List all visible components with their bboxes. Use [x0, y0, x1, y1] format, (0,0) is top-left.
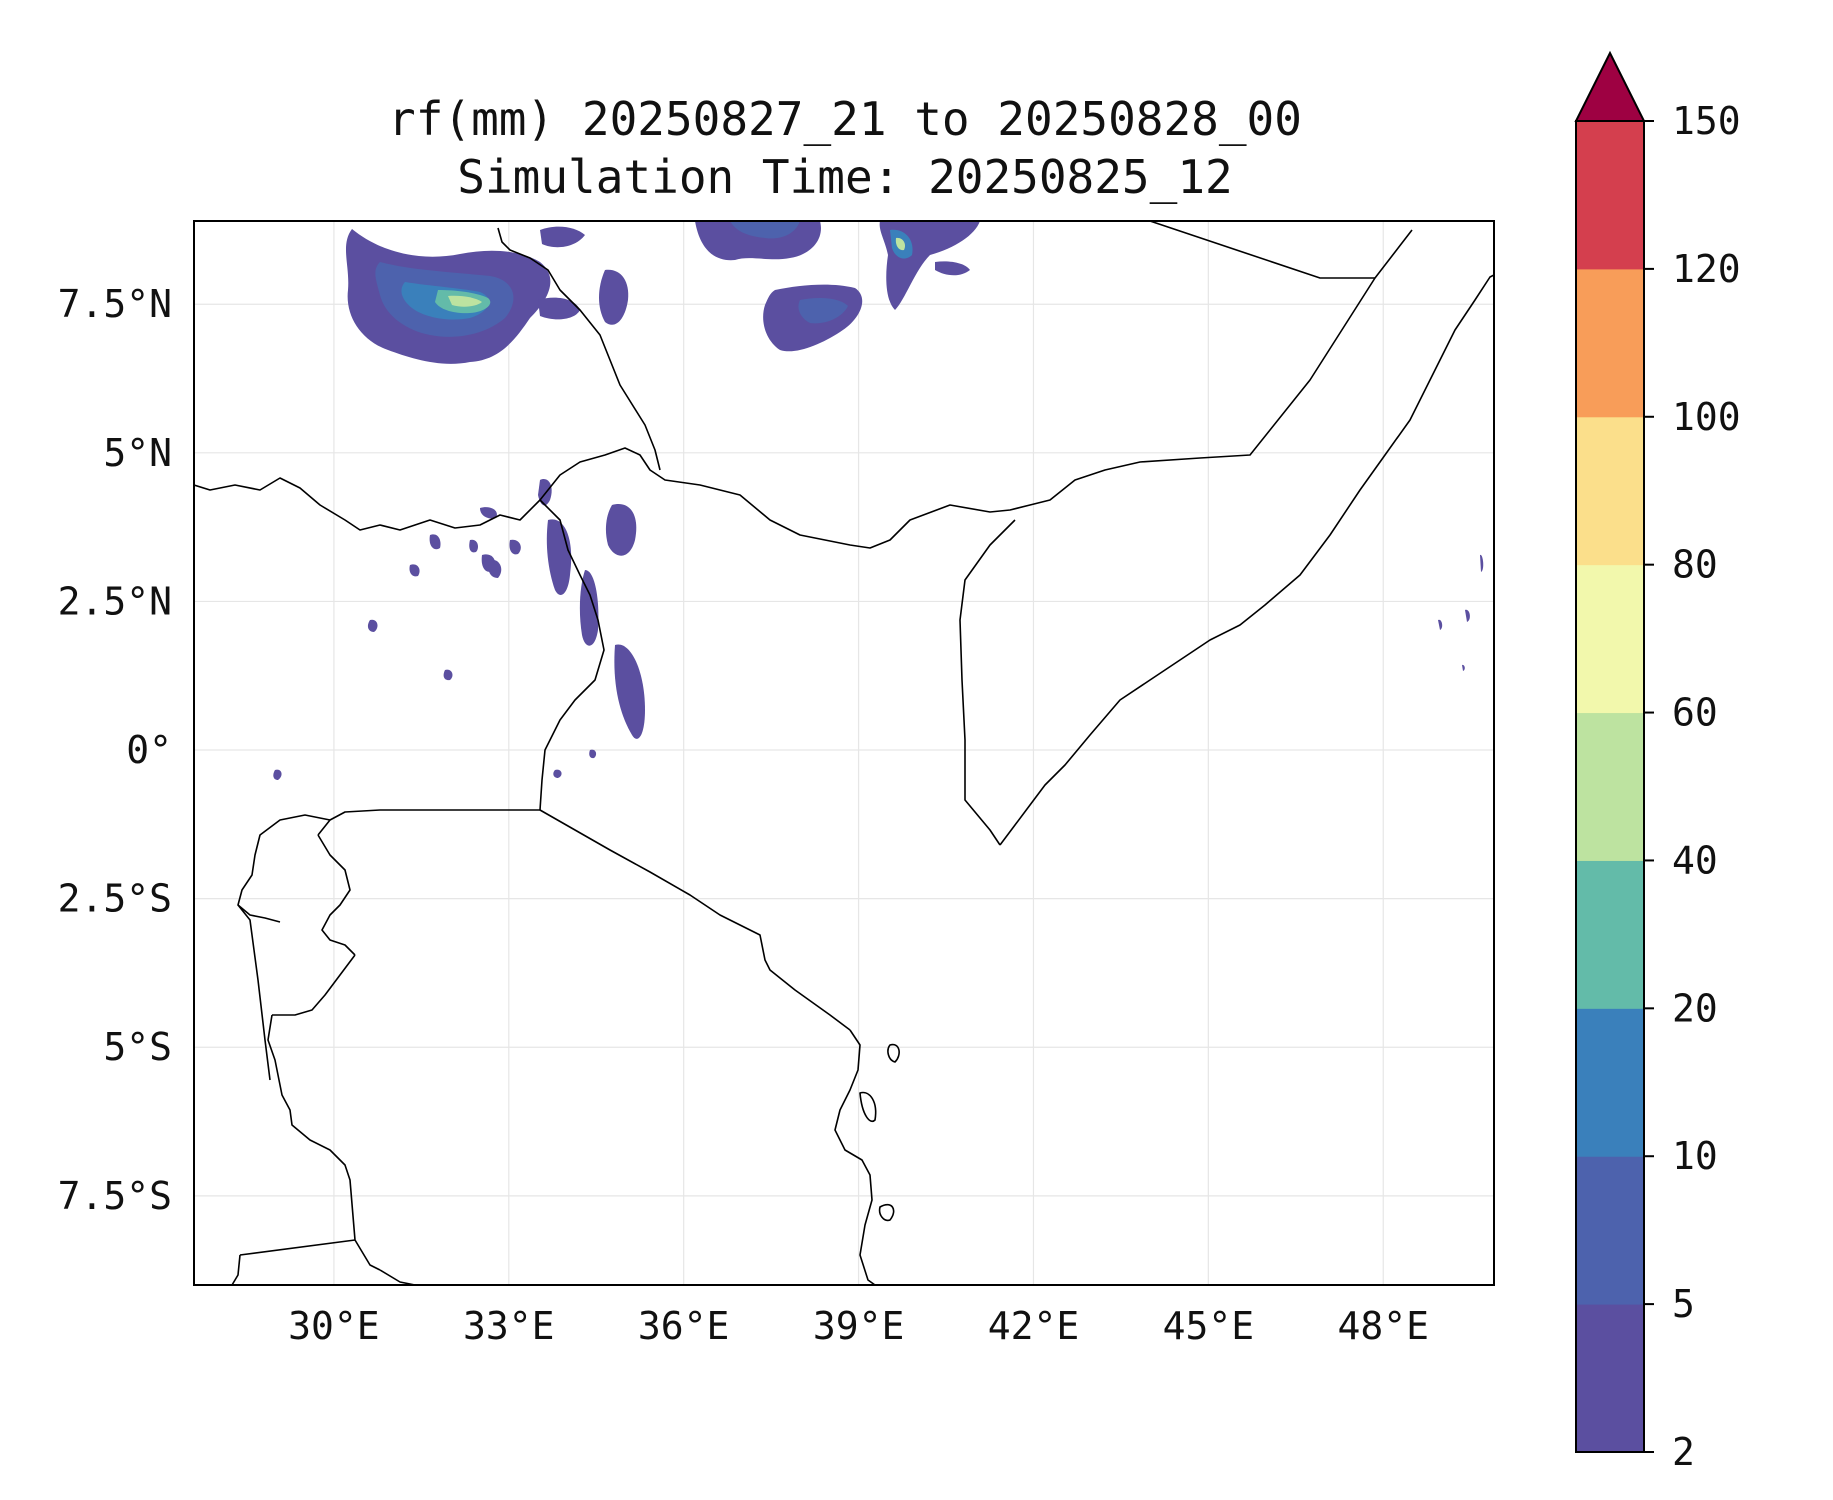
- country-boundaries: [194, 221, 1494, 1285]
- lat-tick-label: 7.5°S: [58, 1174, 172, 1218]
- colorbar-tick-label: 80: [1672, 543, 1718, 587]
- lat-tick-label: 0°: [126, 728, 172, 772]
- lon-tick-label: 36°E: [638, 1304, 730, 1348]
- colorbar-segment: [1576, 1156, 1644, 1305]
- map-panel: 30°E 33°E 36°E 39°E 42°E 45°E 48°E 7.5°N 5°N 2.5…: [58, 220, 1495, 1348]
- colorbar-segment: [1576, 564, 1644, 714]
- lon-tick-label: 33°E: [463, 1304, 555, 1348]
- gridlines: [194, 221, 1494, 1285]
- colorbar-tick-label: 20: [1672, 986, 1718, 1030]
- lat-tick-label: 5°S: [103, 1025, 172, 1069]
- lon-tick-label: 30°E: [288, 1304, 380, 1348]
- colorbar-frame: [1575, 120, 1645, 1453]
- lat-tick-label: 2.5°S: [58, 877, 172, 921]
- chart-title: rf(mm) 20250827_21 to 20250828_00: [388, 92, 1302, 146]
- colorbar-tick-label: 150: [1672, 99, 1741, 143]
- colorbar-tick-label: 120: [1672, 247, 1741, 291]
- colorbar-segment: [1576, 121, 1644, 270]
- lat-tick-label: 2.5°N: [58, 579, 172, 623]
- colorbar-tick-label: 40: [1672, 838, 1718, 882]
- lat-tick-label: 7.5°N: [58, 282, 172, 326]
- longitude-axis: 30°E 33°E 36°E 39°E 42°E 45°E 48°E: [288, 1304, 1429, 1348]
- colorbar-segment: [1576, 416, 1644, 566]
- colorbar-segment: [1576, 268, 1644, 418]
- colorbar-segment: [1576, 860, 1644, 1009]
- map-background: [194, 221, 1494, 1285]
- colorbar-segment: [1576, 712, 1644, 861]
- colorbar-tick-label: 2: [1672, 1430, 1695, 1474]
- rainfall-area-northwest: [345, 229, 551, 364]
- colorbar-tick-label: 100: [1672, 395, 1741, 439]
- colorbar-segment: [1576, 1304, 1644, 1453]
- colorbar: 2 5 10 20 40 60 80 100 120 150: [1574, 50, 1741, 1474]
- rainfall-area-north-center: [538, 221, 980, 352]
- map-frame: [193, 220, 1495, 1286]
- lat-tick-label: 5°N: [103, 431, 172, 475]
- lon-tick-label: 39°E: [813, 1304, 905, 1348]
- latitude-axis: 7.5°N 5°N 2.5°N 0° 2.5°S 5°S 7.5°S: [58, 282, 172, 1218]
- colorbar-tick-label: 10: [1672, 1134, 1718, 1178]
- lon-tick-label: 42°E: [988, 1304, 1080, 1348]
- lon-tick-label: 45°E: [1163, 1304, 1255, 1348]
- lon-tick-label: 48°E: [1337, 1304, 1429, 1348]
- colorbar-extend-arrow: [1574, 50, 1646, 122]
- chart-subtitle: Simulation Time: 20250825_12: [457, 150, 1232, 204]
- colorbar-tick-label: 5: [1672, 1282, 1695, 1326]
- colorbar-tick-label: 60: [1672, 691, 1718, 735]
- colorbar-segment: [1576, 1008, 1644, 1157]
